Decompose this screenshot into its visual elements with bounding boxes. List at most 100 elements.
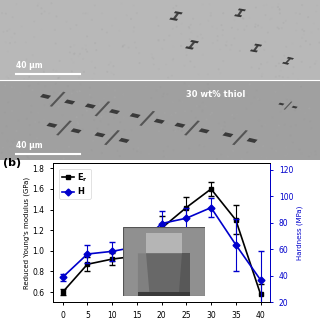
Point xyxy=(220,59,226,64)
Point xyxy=(92,131,97,136)
Point xyxy=(290,41,295,46)
Point xyxy=(308,65,313,70)
Point xyxy=(182,81,187,86)
Point xyxy=(276,61,282,66)
Point xyxy=(236,27,241,32)
Point xyxy=(259,124,264,129)
Point xyxy=(243,29,248,35)
Point xyxy=(111,72,116,77)
Point xyxy=(256,154,261,159)
Point xyxy=(232,116,237,121)
Point xyxy=(279,26,284,31)
Point xyxy=(198,32,204,37)
Point xyxy=(100,135,105,140)
Point xyxy=(216,67,221,72)
Point xyxy=(35,136,40,141)
Point xyxy=(106,82,111,87)
Point xyxy=(75,120,80,125)
Point xyxy=(193,82,198,87)
Point xyxy=(273,63,278,68)
Point xyxy=(219,152,224,157)
Point xyxy=(9,108,14,113)
Point xyxy=(106,150,111,155)
Point xyxy=(87,92,92,97)
Point xyxy=(270,115,275,120)
Point xyxy=(260,71,265,76)
Point xyxy=(22,3,27,8)
Point xyxy=(53,41,58,46)
Point xyxy=(28,83,33,88)
Point xyxy=(56,104,61,109)
Point xyxy=(301,25,306,30)
Point xyxy=(169,73,174,78)
Point xyxy=(283,153,288,158)
Point xyxy=(200,100,205,105)
Point xyxy=(196,75,201,80)
Point xyxy=(72,64,77,69)
Point xyxy=(89,95,94,100)
Point xyxy=(154,15,159,20)
Point xyxy=(113,131,118,136)
Point xyxy=(108,60,113,65)
Point xyxy=(164,154,169,159)
Point xyxy=(57,109,62,115)
Point xyxy=(99,114,104,119)
Point xyxy=(52,90,57,95)
Polygon shape xyxy=(138,253,190,296)
Bar xyxy=(0,0,320,80)
Point xyxy=(57,91,62,96)
Point xyxy=(12,40,18,45)
Point xyxy=(82,93,87,98)
Point xyxy=(308,60,313,66)
Point xyxy=(184,52,189,58)
Point xyxy=(244,92,249,98)
Point xyxy=(27,75,32,80)
Point xyxy=(94,48,99,53)
Point xyxy=(252,95,257,100)
Point xyxy=(170,58,175,63)
Point xyxy=(273,74,278,79)
Bar xyxy=(0,80,320,160)
Point xyxy=(126,45,131,50)
Point xyxy=(123,136,128,141)
Point xyxy=(257,66,262,71)
Point xyxy=(87,151,92,156)
Point xyxy=(311,21,316,26)
Point xyxy=(282,53,287,58)
Point xyxy=(156,129,162,134)
Point xyxy=(273,89,278,94)
Point xyxy=(170,26,175,31)
Point xyxy=(51,73,56,78)
Point xyxy=(249,65,254,70)
Point xyxy=(160,94,165,99)
Point xyxy=(202,144,207,149)
Point xyxy=(54,148,59,153)
Point xyxy=(169,113,174,118)
Point xyxy=(197,143,202,148)
Point xyxy=(11,12,16,17)
Point xyxy=(104,30,109,35)
Point xyxy=(247,30,252,35)
Point xyxy=(73,156,78,161)
Point xyxy=(64,19,69,24)
Point xyxy=(212,156,218,162)
Point xyxy=(249,101,254,106)
Point xyxy=(299,151,304,156)
Point xyxy=(158,100,164,105)
Point xyxy=(247,15,252,20)
Polygon shape xyxy=(287,57,294,60)
Point xyxy=(112,95,117,100)
Point xyxy=(49,84,54,90)
Point xyxy=(112,116,117,121)
Point xyxy=(199,91,204,96)
Point xyxy=(256,118,261,123)
Polygon shape xyxy=(172,12,180,20)
Point xyxy=(92,117,97,123)
Point xyxy=(74,153,79,158)
Polygon shape xyxy=(246,138,258,143)
Point xyxy=(111,64,116,69)
Bar xyxy=(146,233,182,253)
Point xyxy=(77,89,82,94)
Point xyxy=(175,18,180,23)
Point xyxy=(259,154,264,159)
